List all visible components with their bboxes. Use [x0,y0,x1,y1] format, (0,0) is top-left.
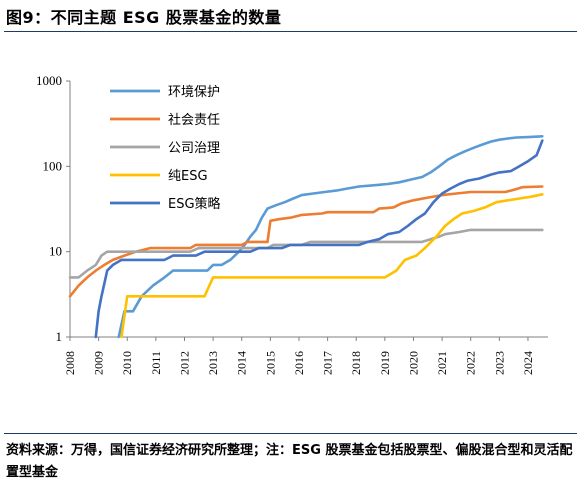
x-tick-label: 2012 [177,351,191,375]
figure-title: 图9：不同主题 ESG 股票基金的数量 [6,8,282,27]
legend-label: 社会责任 [168,112,220,128]
x-tick-label: 2016 [292,351,306,375]
title-divider [4,31,577,32]
x-tick-label: 2013 [206,351,220,375]
series-line [120,193,544,339]
x-tick-label: 2014 [235,351,249,375]
legend-label: ESG策略 [168,196,221,212]
x-tick-label: 2010 [120,351,134,375]
x-tick-label: 2020 [406,351,420,375]
y-tick-label: 100 [43,158,63,173]
series-line [94,139,544,339]
series-line [68,185,544,298]
x-tick-label: 2015 [263,351,277,375]
series-lines [68,135,544,339]
figure-source-note: 资料来源：万得，国信证券经济研究所整理；注：ESG 股票基金包括股票型、偏股混合… [6,443,573,480]
x-tick-label: 2023 [492,351,506,375]
x-tick-label: 2024 [521,351,535,375]
series-line [68,228,544,279]
x-tick-labels: 2008 2009 2010 2011 2012 2013 2014 2015 2016 2017… [63,351,535,375]
x-tick-label: 2019 [378,351,392,375]
legend-label: 公司治理 [168,141,220,156]
y-tick-labels: 1 10 100 1000 [36,73,62,344]
legend-label: 纯ESG [168,169,208,184]
chart-axes [66,80,548,341]
series-line [117,135,544,339]
x-tick-label: 2021 [435,351,449,375]
y-tick-label: 10 [49,244,62,259]
legend-label: 环境保护 [168,85,220,100]
x-tick-label: 2008 [63,351,77,375]
y-tick-label: 1 [56,329,63,344]
x-tick-label: 2011 [149,351,163,375]
x-tick-label: 2018 [349,351,363,375]
y-tick-label: 1000 [36,73,62,88]
x-tick-label: 2022 [464,351,478,375]
x-tick-label: 2009 [92,351,106,375]
x-tick-label: 2017 [321,351,335,375]
source-divider [4,433,577,434]
